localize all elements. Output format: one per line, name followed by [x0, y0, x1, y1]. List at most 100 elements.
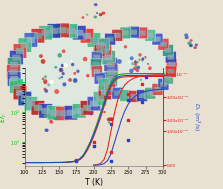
FancyBboxPatch shape [90, 37, 98, 43]
Ellipse shape [185, 36, 189, 39]
FancyBboxPatch shape [12, 55, 21, 61]
FancyBboxPatch shape [31, 29, 45, 43]
FancyBboxPatch shape [96, 76, 103, 81]
FancyBboxPatch shape [154, 37, 161, 42]
Ellipse shape [62, 49, 66, 53]
FancyBboxPatch shape [80, 101, 94, 115]
Ellipse shape [134, 63, 137, 66]
FancyBboxPatch shape [128, 91, 139, 102]
FancyBboxPatch shape [104, 72, 118, 86]
Ellipse shape [109, 117, 113, 121]
Ellipse shape [43, 79, 47, 83]
Ellipse shape [50, 120, 52, 122]
Ellipse shape [138, 59, 140, 61]
FancyBboxPatch shape [96, 48, 103, 53]
FancyBboxPatch shape [105, 84, 116, 95]
Ellipse shape [117, 59, 122, 64]
FancyBboxPatch shape [50, 28, 58, 34]
FancyBboxPatch shape [114, 33, 121, 38]
FancyBboxPatch shape [96, 95, 104, 101]
FancyBboxPatch shape [107, 62, 115, 68]
Ellipse shape [140, 79, 142, 81]
Ellipse shape [44, 75, 47, 78]
FancyBboxPatch shape [90, 101, 98, 107]
FancyBboxPatch shape [158, 38, 169, 50]
Ellipse shape [187, 41, 192, 45]
Ellipse shape [131, 62, 134, 65]
Ellipse shape [44, 114, 48, 118]
Ellipse shape [54, 66, 57, 68]
Ellipse shape [133, 67, 136, 70]
FancyBboxPatch shape [72, 26, 86, 40]
Ellipse shape [71, 63, 74, 66]
FancyBboxPatch shape [47, 24, 61, 38]
FancyBboxPatch shape [165, 76, 171, 81]
FancyBboxPatch shape [105, 65, 118, 79]
FancyBboxPatch shape [120, 27, 131, 39]
Ellipse shape [60, 68, 64, 72]
Ellipse shape [48, 88, 50, 91]
Ellipse shape [147, 63, 149, 65]
Ellipse shape [128, 61, 130, 63]
FancyBboxPatch shape [47, 106, 61, 120]
FancyBboxPatch shape [90, 58, 101, 70]
FancyBboxPatch shape [166, 58, 177, 70]
FancyBboxPatch shape [50, 110, 58, 116]
Ellipse shape [58, 53, 62, 58]
FancyBboxPatch shape [128, 26, 139, 38]
Ellipse shape [148, 66, 152, 70]
FancyBboxPatch shape [21, 42, 29, 48]
Ellipse shape [141, 59, 144, 62]
FancyBboxPatch shape [41, 30, 50, 36]
Ellipse shape [49, 120, 53, 124]
FancyBboxPatch shape [18, 38, 32, 52]
FancyBboxPatch shape [16, 48, 24, 54]
FancyBboxPatch shape [27, 37, 35, 43]
FancyBboxPatch shape [167, 55, 174, 60]
FancyBboxPatch shape [130, 94, 137, 99]
FancyBboxPatch shape [165, 48, 171, 53]
FancyBboxPatch shape [56, 23, 69, 37]
FancyBboxPatch shape [24, 97, 38, 111]
Ellipse shape [43, 80, 47, 84]
FancyBboxPatch shape [163, 72, 173, 84]
FancyBboxPatch shape [67, 110, 75, 116]
FancyBboxPatch shape [56, 106, 69, 121]
FancyBboxPatch shape [64, 106, 78, 120]
FancyBboxPatch shape [96, 42, 104, 48]
FancyBboxPatch shape [101, 82, 107, 87]
FancyBboxPatch shape [107, 37, 114, 42]
FancyBboxPatch shape [139, 30, 146, 35]
Ellipse shape [134, 61, 137, 64]
FancyBboxPatch shape [152, 84, 163, 95]
FancyBboxPatch shape [165, 51, 176, 63]
FancyBboxPatch shape [31, 101, 45, 115]
Ellipse shape [61, 64, 64, 67]
FancyBboxPatch shape [27, 101, 35, 107]
Ellipse shape [94, 15, 97, 18]
FancyBboxPatch shape [114, 91, 121, 96]
FancyBboxPatch shape [160, 42, 167, 47]
Ellipse shape [39, 54, 43, 58]
FancyBboxPatch shape [87, 33, 101, 47]
Ellipse shape [190, 39, 193, 42]
FancyBboxPatch shape [147, 91, 154, 96]
FancyBboxPatch shape [83, 33, 91, 39]
FancyBboxPatch shape [139, 93, 146, 98]
FancyBboxPatch shape [91, 66, 102, 77]
FancyBboxPatch shape [9, 69, 18, 75]
Ellipse shape [44, 89, 48, 93]
Ellipse shape [107, 118, 111, 121]
FancyBboxPatch shape [83, 105, 91, 111]
Ellipse shape [99, 13, 103, 16]
FancyBboxPatch shape [145, 29, 156, 41]
Ellipse shape [62, 72, 65, 75]
Ellipse shape [89, 113, 93, 115]
FancyBboxPatch shape [107, 87, 114, 92]
FancyBboxPatch shape [160, 82, 167, 87]
FancyBboxPatch shape [34, 33, 42, 39]
FancyBboxPatch shape [112, 29, 123, 41]
FancyBboxPatch shape [10, 79, 23, 93]
FancyBboxPatch shape [107, 69, 116, 75]
FancyBboxPatch shape [154, 87, 161, 92]
